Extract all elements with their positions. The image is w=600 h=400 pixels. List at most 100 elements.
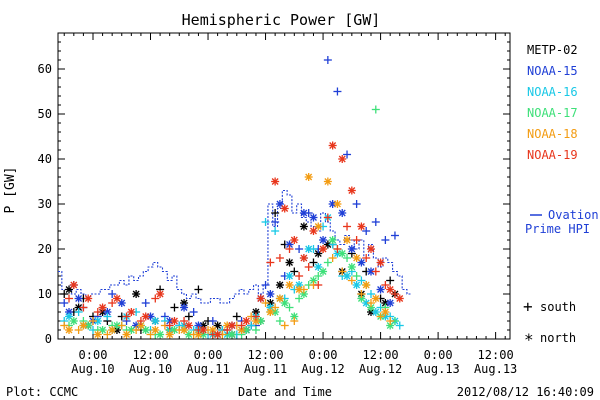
south-point [194,285,203,294]
ovation-legend: Ovation Prime HPI [525,208,599,236]
x-tick-label-time: 0:00 [424,348,453,362]
north-point [227,330,236,339]
north-point [319,245,328,253]
south-point [290,317,299,325]
south-point [151,294,160,303]
north-point [376,285,385,294]
north-point [395,294,404,303]
south-point [381,281,390,289]
y-axis-label: P [GW] [3,167,18,214]
plot-credit: Plot: CCMC [6,385,78,399]
chart-title: Hemispheric Power [GW] [182,11,381,29]
south-point [184,312,193,321]
plot-area [57,32,511,340]
star-marker-symbol: * [524,330,534,349]
x-tick-label-date: Aug.12 [301,362,344,376]
south-point [352,236,361,244]
south-point [275,254,284,262]
south-point [295,272,304,280]
south-point [60,290,69,298]
north-point [357,294,366,303]
x-tick-label-date: Aug.13 [416,362,459,376]
north-point [108,326,117,334]
x-tick-label-date: Aug.12 [359,362,402,376]
north-point [366,267,375,276]
south-point [295,294,304,303]
north-point [309,213,318,222]
south-point [343,254,352,262]
south-point [381,236,390,244]
north-point [141,312,150,321]
south-point [251,312,260,321]
plus-marker-symbol: + [523,297,533,316]
south-point [309,258,318,267]
south-point [343,150,352,159]
south-point [304,263,313,271]
south-point [323,56,332,64]
south-point [390,290,399,298]
south-point [285,245,294,253]
north-point [371,294,380,303]
south-point [247,321,256,330]
north-point [366,245,375,253]
x-tick-label-time: 12:00 [478,348,514,362]
x-tick-label-time: 12:00 [132,348,168,362]
north-point [74,294,83,303]
legend-entry: METP-02 [527,43,578,57]
south-point [376,312,385,321]
x-tick-label-time: 0:00 [79,348,108,362]
north-point [319,236,328,244]
south-point [290,267,299,276]
north-point [180,303,189,312]
south-point [371,218,380,226]
x-tick-label-date: Aug.10 [71,362,114,376]
north-point [165,330,174,339]
north-point [271,177,280,186]
marker-legend-south: south [540,300,576,314]
south-point [165,321,174,330]
y-axis: 0 10 20 30 40 50 60 [38,32,510,346]
north-point [170,317,179,325]
ovation-hpi-step-line [58,189,412,304]
north-point [323,177,332,186]
north-point [117,299,126,307]
south-point [386,276,395,285]
south-point [371,267,380,276]
north-point [290,236,299,244]
north-point [309,227,318,235]
marker-legend: + south * north [523,297,576,349]
plot-timestamp: 2012/08/12 16:40:09 [457,385,594,399]
y-tick-label: 10 [38,287,52,301]
north-point [213,330,222,339]
north-point [328,141,337,150]
y-tick-label: 60 [38,62,52,76]
north-point [184,321,193,330]
south-point [74,326,83,334]
north-point [328,236,337,244]
legend-entry: NOAA-16 [527,85,578,99]
plot-border [57,32,511,340]
north-point [352,281,361,289]
legend-entry: NOAA-15 [527,64,578,78]
south-point [132,326,141,334]
north-point [275,281,284,289]
north-point [84,294,93,303]
north-point [366,303,375,312]
north-point [299,222,308,231]
south-point [122,312,131,321]
north-point [227,321,236,330]
north-point [280,204,289,213]
south-point [371,105,380,114]
north-point [65,312,74,321]
data-points [60,56,404,339]
south-point [347,276,356,285]
south-point [271,218,280,226]
marker-legend-north: north [540,331,576,345]
ovation-hpi-line [58,189,412,304]
north-point [112,294,121,303]
legend-entry: NOAA-19 [527,148,578,162]
north-point [151,317,160,325]
south-point [93,308,102,316]
south-point [103,330,112,339]
north-point [151,326,160,334]
